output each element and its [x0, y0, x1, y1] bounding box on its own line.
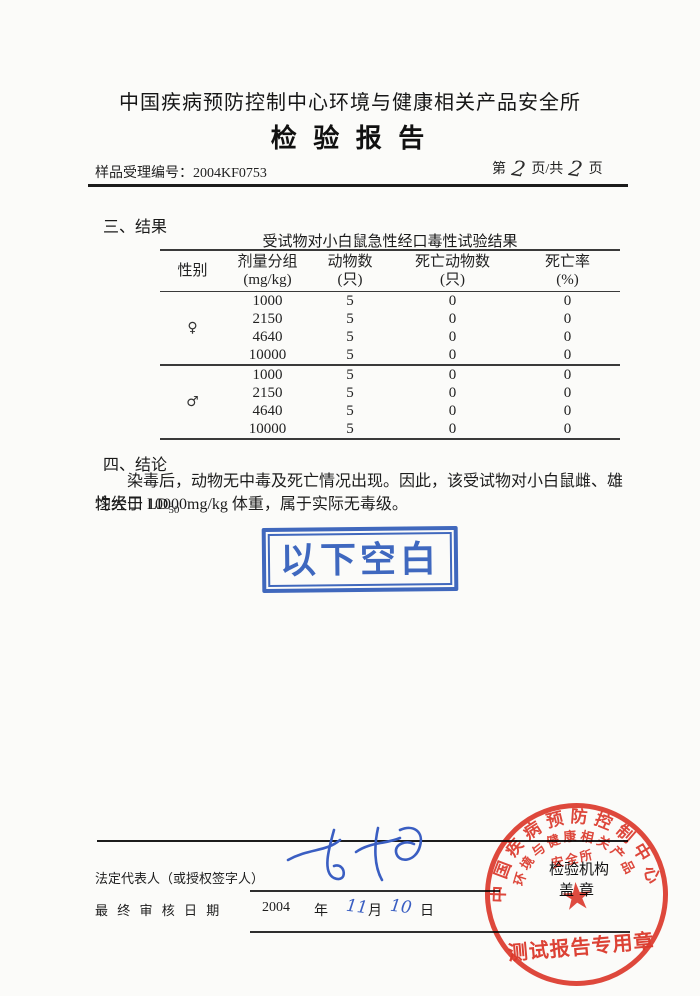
- footer-rule: [97, 840, 628, 842]
- table-title: 受试物对小白鼠急性经口毒性试验结果: [262, 234, 518, 250]
- date-day-handwritten: 10: [388, 895, 413, 919]
- report-title: 检 验 报 告: [270, 124, 430, 153]
- table-row: 4640 5 0 0: [252, 329, 572, 345]
- blank-below-stamp: 以下空白: [261, 525, 459, 594]
- blank-below-stamp-text: 以下空白: [279, 538, 441, 581]
- date-month-unit: 月: [368, 904, 382, 919]
- date-month-handwritten: 11: [344, 895, 369, 919]
- agency-seal-label-line1: 检验机构: [548, 862, 609, 878]
- page-current-handwritten: 2: [510, 156, 528, 182]
- col-header-deaths: 死亡动物数 (只): [414, 254, 490, 288]
- date-year-unit: 年: [314, 904, 328, 919]
- male-symbol: ♂: [186, 394, 199, 410]
- conclusion-line1: 染毒后，动物无中毒及死亡情况出现。因此，该受试物对小白鼠雌、雄性经口 LD50: [95, 473, 624, 517]
- seal-border-circle: [485, 803, 668, 986]
- representative-label: 法定代表人（或授权签字人）: [95, 871, 265, 886]
- seal-bottom-text: 测试报告专用章: [507, 928, 656, 965]
- page-prefix: 第: [492, 162, 506, 177]
- table-row: 10000 5 0 0: [248, 347, 572, 363]
- table-row: ♀ 1000 5 0 0: [160, 292, 620, 336]
- signature-handwriting: [286, 826, 423, 882]
- signature-underline: [250, 890, 500, 892]
- header-rule: [88, 184, 628, 187]
- male-group: ♂ 1000 5 0 0 2150 5 0 0 4640 5 0 0 10000…: [160, 365, 620, 439]
- date-underline: [250, 931, 630, 933]
- official-seal: 中国疾病预防控制中心 环境与健康相关产品 安全所 测试报告专用章: [480, 798, 668, 986]
- table-row: ♂ 1000 5 0 0: [160, 365, 620, 410]
- page-middle: 页/共: [531, 162, 564, 177]
- date-day-unit: 日: [420, 904, 434, 919]
- date-year: 2004: [262, 900, 290, 915]
- conclusion-heading: 四、结论: [103, 457, 168, 474]
- seal-star-icon: [562, 882, 591, 910]
- female-symbol: ♀: [187, 320, 198, 336]
- col-header-sex: 性别: [177, 263, 208, 279]
- sample-number: 样品受理编号：2004KF0753: [95, 166, 267, 181]
- table-row: 10000 5 0 0: [248, 421, 572, 437]
- seal-sub-text: 安全所: [550, 847, 596, 871]
- table-row: 2150 5 0 0: [252, 385, 572, 401]
- col-header-animals: 动物数 (只): [327, 254, 373, 288]
- table-header-row: 性别 剂量分组 (mg/kg) 动物数 (只) 死亡动物数 (只) 死亡率 (%): [160, 250, 620, 292]
- conclusion-line2: 均大于 10000mg/kg 体重，属于实际无毒级。: [95, 496, 408, 513]
- table-row: 4640 5 0 0: [252, 403, 572, 419]
- page-total-handwritten: 2: [567, 156, 585, 182]
- page-suffix: 页: [588, 162, 603, 177]
- col-header-mortality: 死亡率 (%): [544, 254, 590, 288]
- blank-below-stamp-inner-border: 以下空白: [267, 532, 453, 587]
- page-indicator: 第 2 页/共 2 页: [492, 156, 642, 182]
- female-group: ♀ 1000 5 0 0 2150 5 0 0 4640 5 0 0 10000…: [160, 292, 620, 366]
- col-header-dose: 剂量分组 (mg/kg): [237, 254, 298, 288]
- ld50-subscript: 50: [168, 504, 180, 517]
- review-date-label: 最 终 审 核 日 期: [95, 903, 223, 918]
- results-table: 性别 剂量分组 (mg/kg) 动物数 (只) 死亡动物数 (只) 死亡率 (%) ♀ …: [160, 249, 620, 440]
- table-row: 2150 5 0 0: [252, 311, 572, 327]
- results-heading: 三、结果: [103, 219, 168, 236]
- institute-name: 中国疾病预防控制中心环境与健康相关产品安全所: [119, 92, 581, 114]
